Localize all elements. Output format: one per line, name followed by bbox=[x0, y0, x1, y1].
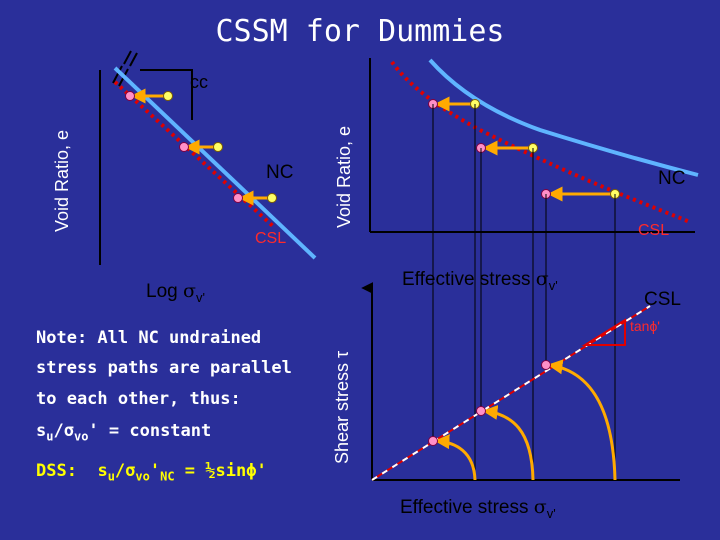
right-y-axis-label: Void Ratio, e bbox=[334, 125, 354, 228]
right-csl-curve bbox=[390, 60, 691, 224]
stress-csl-point-2 bbox=[476, 406, 486, 416]
stress-csl-point-1 bbox=[428, 436, 438, 446]
slope-triangle-stress bbox=[581, 318, 626, 346]
note-line-2: stress paths are parallel bbox=[36, 358, 292, 378]
stress-path-1 bbox=[434, 434, 477, 481]
left-nc-point-2 bbox=[213, 142, 223, 152]
sigma-symbol-right: σ bbox=[535, 268, 549, 290]
note-line-1: Note: All NC undrained bbox=[36, 328, 262, 348]
guide-lines bbox=[432, 104, 616, 480]
left-x-axis-label: Log σv' bbox=[146, 280, 205, 305]
stress-x-axis-label: Effective stress σv' bbox=[400, 496, 556, 521]
stress-path-3 bbox=[547, 359, 617, 481]
right-x-axis-label: Effective stress σv' bbox=[402, 268, 558, 293]
right-nc-curve bbox=[428, 58, 699, 177]
stress-csl-point-3 bbox=[541, 360, 551, 370]
slide-title: CSSM for Dummies bbox=[215, 14, 505, 49]
left-csl-label: CSL bbox=[255, 230, 287, 247]
left-nc-label: NC bbox=[266, 162, 294, 183]
stress-csl-label: CSL bbox=[644, 289, 681, 310]
note-line-3: to each other, thus: bbox=[36, 389, 241, 409]
sigma-symbol-left: σ bbox=[182, 280, 196, 302]
left-csl-line bbox=[113, 80, 277, 230]
left-csl-point-3 bbox=[233, 193, 243, 203]
stress-y-axis-label: Shear stress τ bbox=[332, 350, 352, 464]
axis-break-top bbox=[123, 50, 138, 67]
right-csl-label: CSL bbox=[638, 222, 670, 239]
stress-path-2 bbox=[482, 404, 535, 481]
left-csl-point-1 bbox=[125, 91, 135, 101]
left-slope-label: cc bbox=[190, 72, 208, 92]
left-csl-point-2 bbox=[179, 142, 189, 152]
dss-formula: DSS: su/σvo'NC = ½sinϕ' bbox=[36, 461, 267, 484]
stress-slope-label: tanϕ' bbox=[630, 318, 660, 334]
note-line-4: su/σvo' = constant bbox=[36, 421, 212, 444]
stress-csl-line bbox=[371, 305, 651, 481]
right-nc-label: NC bbox=[658, 168, 686, 189]
slope-triangle-left bbox=[140, 69, 193, 120]
left-nc-line bbox=[113, 66, 317, 260]
sigma-symbol-stress: σ bbox=[533, 496, 547, 518]
left-nc-point-1 bbox=[163, 91, 173, 101]
left-y-axis-label: Void Ratio, e bbox=[52, 129, 72, 232]
left-nc-point-3 bbox=[267, 193, 277, 203]
